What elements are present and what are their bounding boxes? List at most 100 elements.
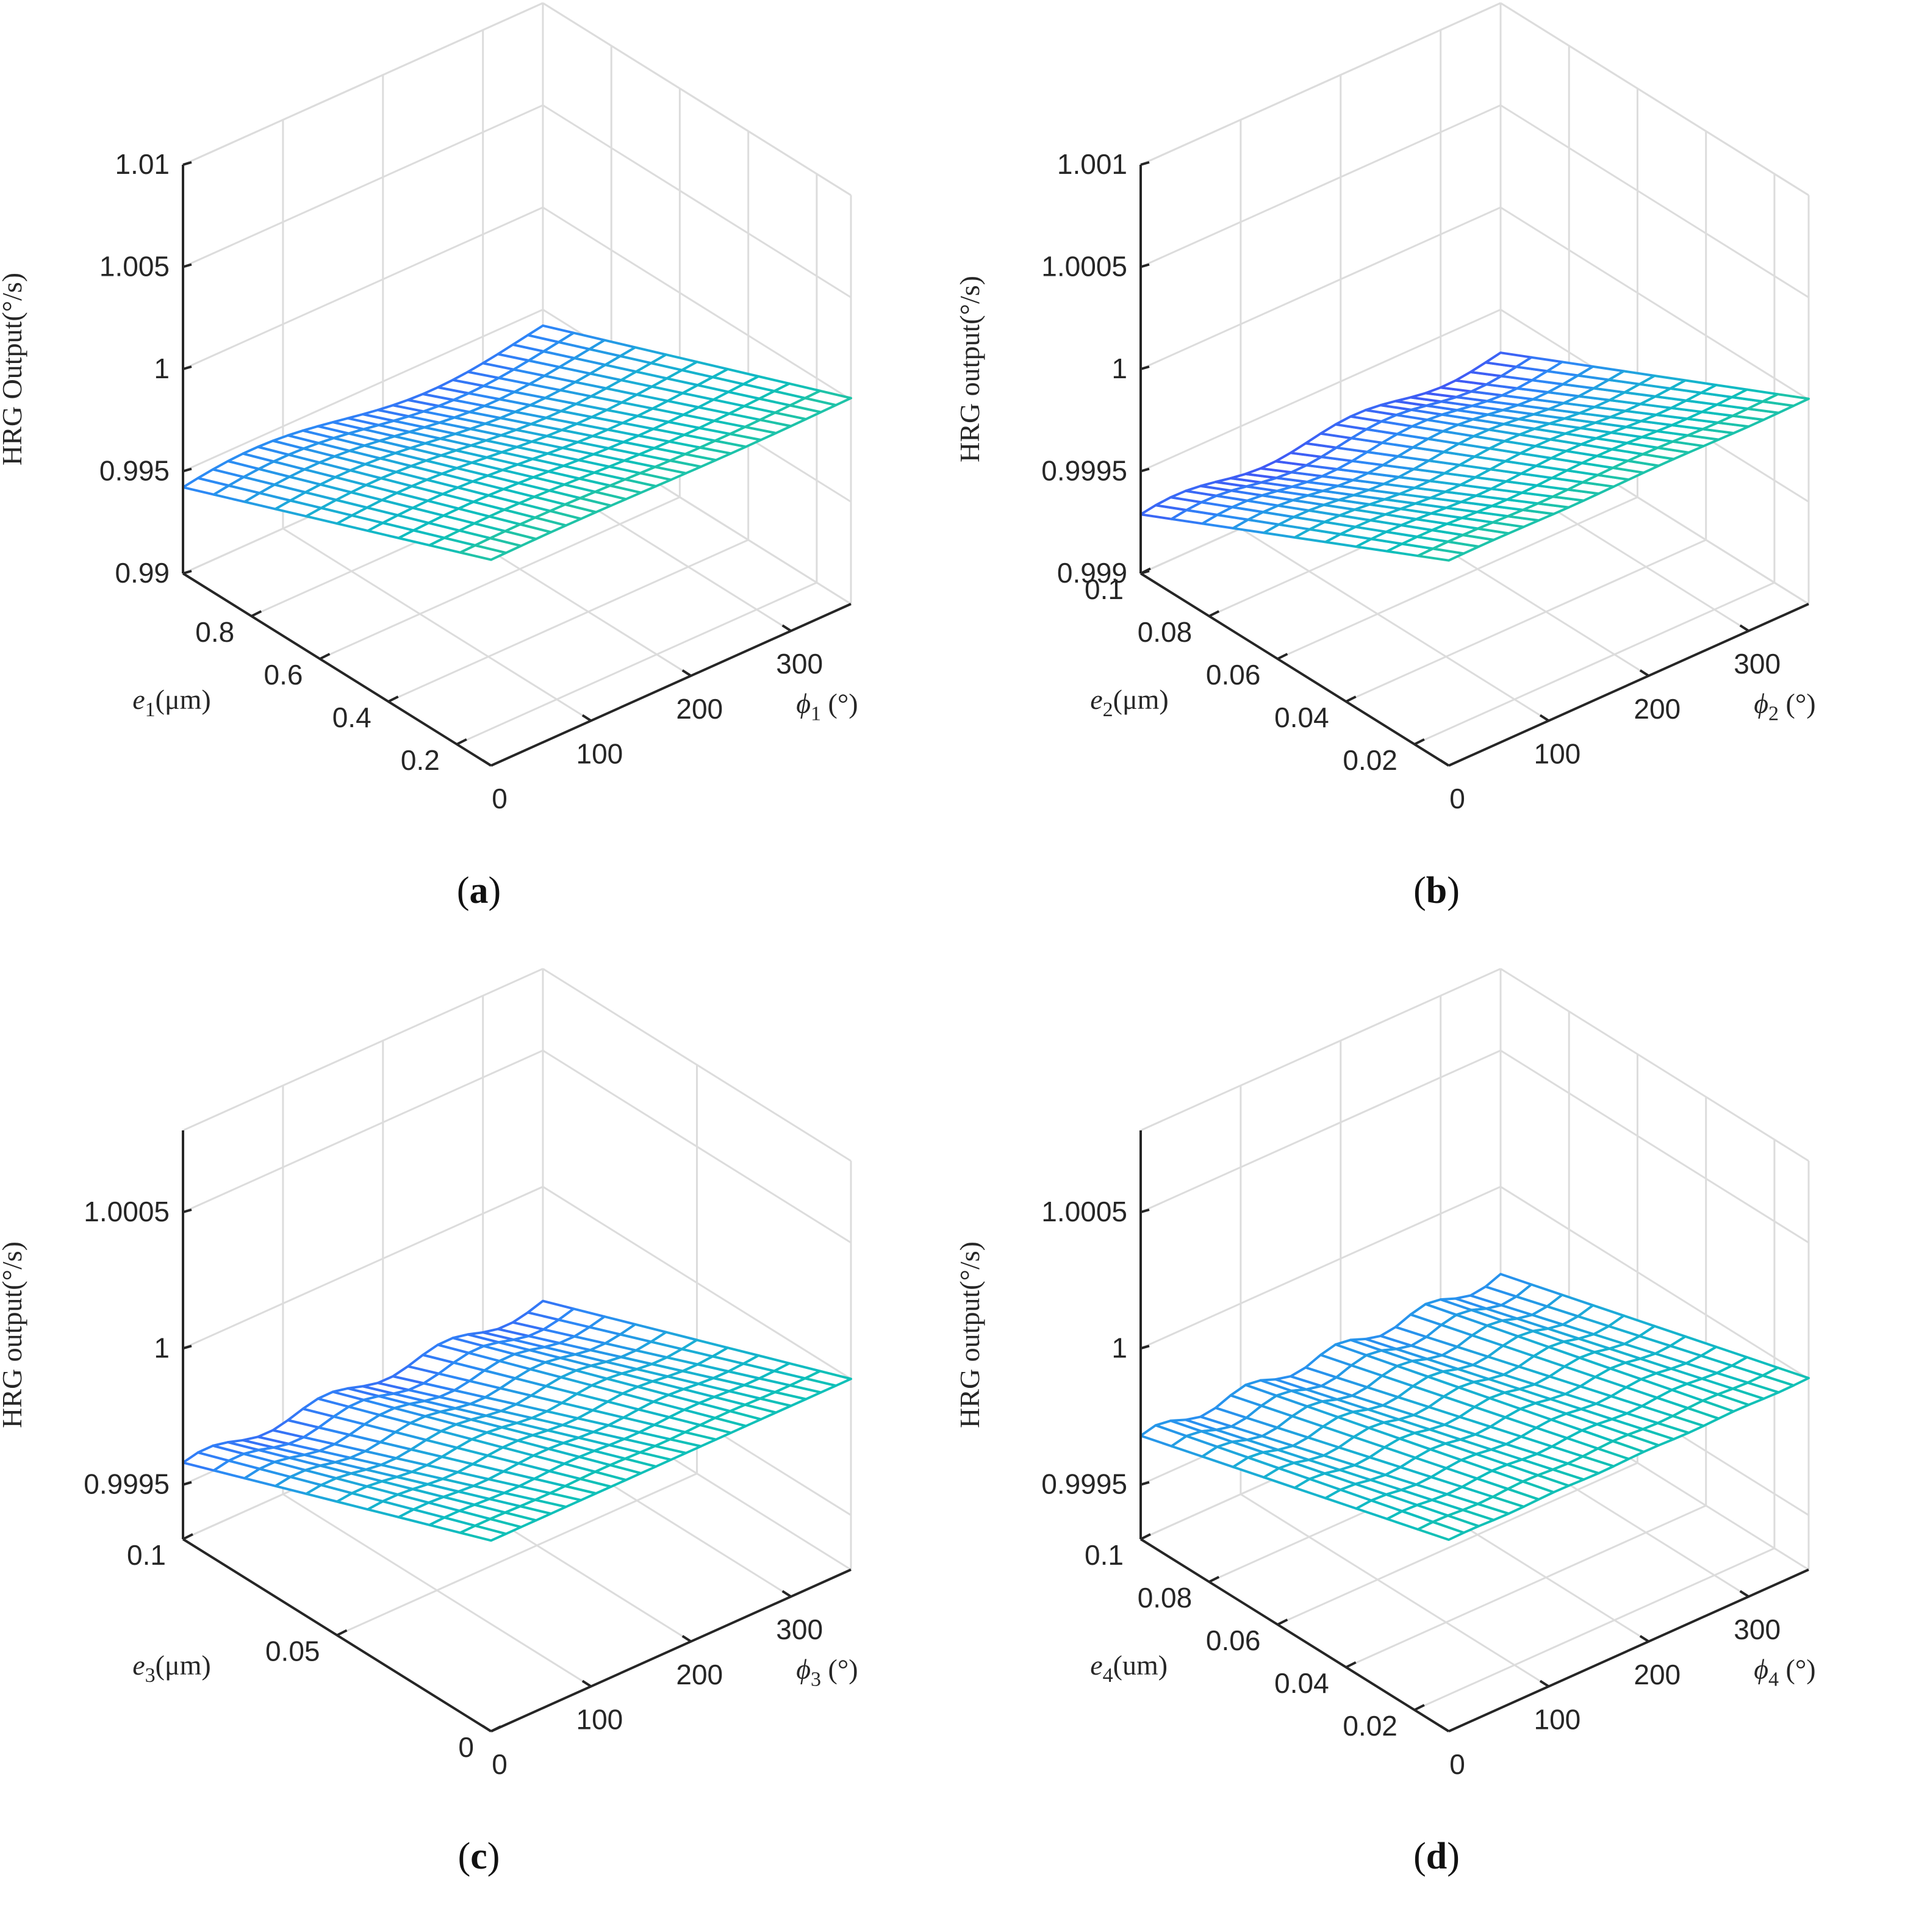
x-axis-unit: (°): [821, 1653, 858, 1684]
z-axis-label: HRG output(°/s): [0, 1241, 27, 1428]
y-tick-label: 0: [458, 1731, 474, 1763]
caption-letter: b: [1426, 870, 1447, 911]
surface-mesh-b: [1139, 351, 1810, 562]
x-tick-label: 100: [1534, 1703, 1581, 1735]
x-axis-subscript: 3: [811, 1668, 821, 1690]
caption-letter: a: [470, 870, 489, 911]
x-axis-symbol: ϕ: [796, 1653, 811, 1684]
y-tick-label: 0.8: [195, 616, 234, 648]
surface-mesh-c: [182, 1299, 852, 1542]
y-axis-label: e4(um): [1090, 1650, 1168, 1687]
x-axis-label: ϕ1 (°): [796, 688, 858, 725]
y-tick-label: 0.06: [1206, 659, 1261, 691]
panel-caption: (d): [1413, 1836, 1460, 1877]
x-axis-symbol: ϕ: [796, 688, 811, 719]
panel-caption: (c): [458, 1836, 500, 1877]
surface-cell: [1761, 1366, 1810, 1387]
y-tick-label: 0.04: [1274, 702, 1329, 733]
x-tick-label: 200: [1634, 1659, 1681, 1690]
surface-mesh-a: [182, 324, 852, 561]
x-tick-label: 0: [1449, 783, 1465, 814]
surface-plot-a: 0.99 0.995 1 1.005 1.01 0.2 0.4 0.6 0.8 0 100 200 30…: [0, 2, 858, 911]
y-tick-label: 0.05: [265, 1636, 320, 1667]
y-axis-symbol: e: [1090, 684, 1102, 715]
panel-d: 0.9995 1 1.0005 0.02 0.04 0.06 0.08 0.1 0 100 200 3…: [954, 966, 1915, 1931]
y-axis-line: [1139, 1538, 1450, 1733]
y-axis-label: e1(μm): [132, 684, 211, 721]
y-axis-symbol: e: [132, 684, 145, 715]
y-tick-label: 0.1: [1085, 1539, 1124, 1571]
axes-a: 0.99 0.995 1 1.005 1.01 0.2 0.4 0.6 0.8 0 100 200 30…: [0, 148, 858, 814]
z-tick-label: 0.9995: [1041, 455, 1127, 487]
x-tick-label: 0: [492, 783, 508, 814]
y-axis-line: [182, 572, 492, 767]
z-tick-label: 1: [1111, 353, 1127, 384]
y-axis-subscript: 3: [145, 1664, 156, 1687]
x-axis-subscript: 1: [811, 702, 821, 725]
z-axis-label: HRG Output(°/s): [0, 273, 27, 465]
z-tick-label: 1.0005: [1041, 1196, 1127, 1227]
x-tick-label: 0: [1449, 1748, 1465, 1780]
y-tick-label: 0.1: [127, 1539, 166, 1571]
x-tick-label: 300: [776, 1614, 823, 1645]
z-tick-label: 0.9995: [1041, 1468, 1127, 1500]
z-tick-label: 1.0005: [1041, 251, 1127, 282]
panel-caption: (b): [1413, 870, 1460, 911]
surface-cell: [803, 1370, 852, 1387]
x-tick-label: 100: [576, 1703, 623, 1735]
y-axis-line: [1139, 572, 1450, 767]
caption-letter: d: [1426, 1836, 1447, 1877]
axes-b: 0.999 0.9995 1 1.0005 1.001 0.02 0.04 0.06 0.08 0…: [954, 148, 1816, 814]
x-tick-label: 200: [676, 1659, 723, 1690]
x-axis-subscript: 4: [1768, 1668, 1779, 1690]
y-axis-symbol: e: [1090, 1650, 1102, 1681]
y-axis-unit: (μm): [1113, 684, 1169, 715]
surface-plot-c: 0.9995 1 1.0005 0 0.05 0.1 0 100 200 300 HRG outpu…: [0, 968, 858, 1877]
panel-caption: (a): [457, 870, 501, 911]
x-axis-unit: (°): [1779, 688, 1816, 719]
y-tick-label: 0.04: [1274, 1667, 1329, 1699]
y-axis-subscript: 1: [145, 698, 156, 721]
x-axis-symbol: ϕ: [1754, 1653, 1768, 1684]
z-tick-label: 1.01: [115, 148, 170, 180]
y-axis-subscript: 2: [1103, 698, 1113, 721]
x-tick-label: 300: [1734, 1614, 1781, 1645]
grid-b: [1139, 2, 1810, 767]
x-axis-label: ϕ4 (°): [1754, 1653, 1815, 1690]
panel-a: 0.99 0.995 1 1.005 1.01 0.2 0.4 0.6 0.8 0 100 200 30…: [0, 0, 958, 966]
y-axis-symbol: e: [132, 1650, 145, 1681]
x-axis-line: [490, 603, 852, 767]
y-axis-unit: (μm): [156, 1650, 211, 1681]
y-axis-subscript: 4: [1103, 1664, 1113, 1687]
surface-mesh-d: [1139, 1273, 1810, 1541]
surface-plot-b: 0.999 0.9995 1 1.0005 1.001 0.02 0.04 0.06 0.08 0…: [954, 2, 1816, 911]
surface-cell: [1761, 393, 1810, 408]
x-tick-label: 300: [1734, 648, 1781, 680]
x-tick-label: 100: [1534, 738, 1581, 769]
caption-letter: c: [470, 1836, 487, 1877]
z-tick-label: 1.005: [99, 251, 170, 282]
y-tick-label: 0.08: [1138, 616, 1193, 648]
z-tick-label: 1.0005: [84, 1196, 170, 1227]
y-tick-label: 0.6: [264, 659, 303, 691]
axes-c: 0.9995 1 1.0005 0 0.05 0.1 0 100 200 300 HRG outpu…: [0, 1130, 858, 1780]
y-axis-label: e2(μm): [1090, 684, 1169, 721]
y-tick-label: 0.1: [1085, 573, 1124, 605]
y-tick-label: 0.2: [401, 744, 440, 776]
surface-cell: [803, 389, 852, 407]
z-axis-label: HRG output(°/s): [954, 276, 985, 462]
x-tick-label: 200: [676, 693, 723, 725]
x-axis-label: ϕ3 (°): [796, 1653, 858, 1690]
x-axis-line: [490, 1568, 852, 1733]
x-axis-symbol: ϕ: [1754, 688, 1768, 719]
axes-d: 0.9995 1 1.0005 0.02 0.04 0.06 0.08 0.1 0 100 200 3…: [954, 1130, 1816, 1780]
z-tick-label: 0.99: [115, 557, 170, 589]
y-axis-unit: (um): [1113, 1650, 1168, 1681]
z-tick-label: 1.001: [1057, 148, 1127, 180]
z-tick-label: 0.995: [99, 455, 170, 487]
x-axis-label: ϕ2 (°): [1754, 688, 1815, 725]
y-tick-label: 0.08: [1138, 1582, 1193, 1614]
panel-b: 0.999 0.9995 1 1.0005 1.001 0.02 0.04 0.06 0.08 0…: [954, 0, 1915, 966]
z-tick-label: 1: [154, 353, 170, 384]
y-tick-label: 0.02: [1343, 744, 1398, 776]
